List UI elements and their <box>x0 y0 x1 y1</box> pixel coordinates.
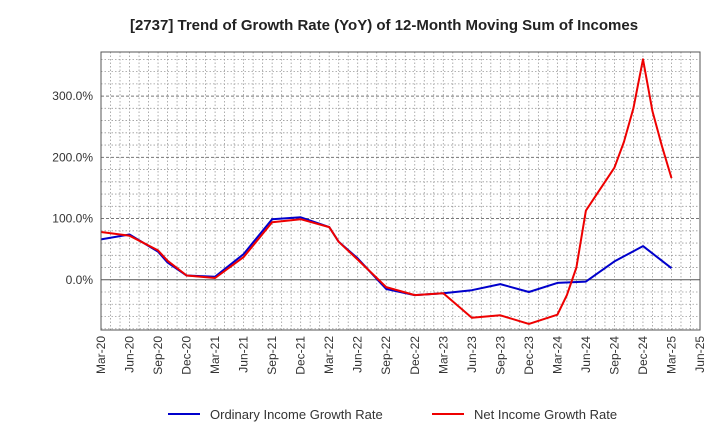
x-tick-label: Sep-24 <box>607 336 621 375</box>
x-tick-label: Jun-24 <box>579 336 593 373</box>
legend: Ordinary Income Growth Rate Net Income Gr… <box>168 407 617 422</box>
x-tick-label: Mar-24 <box>550 336 564 374</box>
x-tick-label: Sep-22 <box>379 336 393 375</box>
legend-label: Ordinary Income Growth Rate <box>210 407 383 422</box>
x-tick-label: Dec-20 <box>180 336 194 375</box>
y-tick-label: 200.0% <box>52 150 93 164</box>
y-axis-tick-labels: 0.0% 100.0% 200.0% 300.0% <box>52 89 93 287</box>
x-tick-label: Sep-23 <box>493 336 507 375</box>
chart-title: [2737] Trend of Growth Rate (YoY) of 12-… <box>130 17 638 34</box>
x-axis-tick-labels: Mar-20 Jun-20 Sep-20 Dec-20 Mar-21 Jun-21 Sep-… <box>94 336 707 375</box>
series-line-net-income <box>100 58 673 325</box>
legend-label: Net Income Growth Rate <box>474 407 617 422</box>
x-tick-label: Mar-23 <box>436 336 450 374</box>
y-tick-label: 100.0% <box>52 212 93 226</box>
x-tick-label: Jun-22 <box>351 336 365 373</box>
x-tick-label: Jun-21 <box>237 336 251 373</box>
y-tick-label: 0.0% <box>66 273 94 287</box>
x-tick-label: Mar-21 <box>208 336 222 374</box>
x-tick-label: Sep-20 <box>151 336 165 375</box>
grid <box>100 52 701 330</box>
y-tick-label: 300.0% <box>52 89 93 103</box>
x-tick-label: Sep-21 <box>265 336 279 375</box>
x-tick-label: Dec-24 <box>636 336 650 375</box>
x-tick-label: Mar-22 <box>322 336 336 374</box>
x-tick-label: Dec-23 <box>522 336 536 375</box>
x-tick-label: Dec-21 <box>294 336 308 375</box>
series-lines <box>100 58 673 325</box>
x-tick-label: Jun-25 <box>693 336 707 373</box>
x-tick-label: Mar-25 <box>664 336 678 374</box>
x-tick-label: Mar-20 <box>94 336 108 374</box>
x-tick-label: Jun-20 <box>123 336 137 373</box>
x-tick-label: Jun-23 <box>465 336 479 373</box>
x-tick-label: Dec-22 <box>408 336 422 375</box>
plot-frame <box>100 51 701 331</box>
